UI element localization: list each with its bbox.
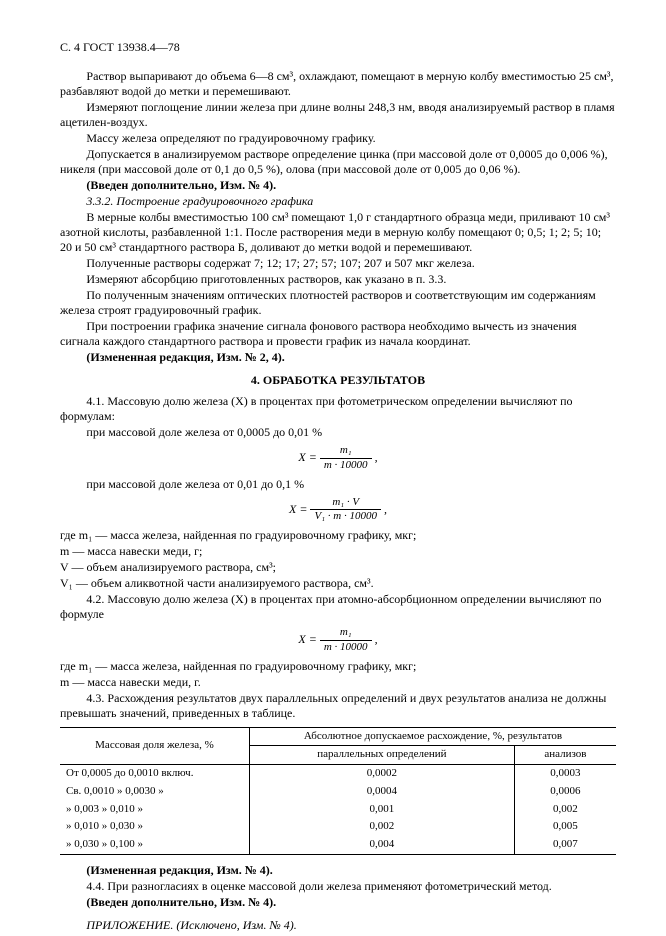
paragraph: Массу железа определяют по градуировочно…: [60, 131, 616, 146]
col-subheader-analysis: анализов: [514, 746, 616, 765]
paragraph: При построении графика значение сигнала …: [60, 319, 616, 349]
denominator: m · 10000: [320, 459, 372, 473]
cell-range: » 0,010 » 0,030 »: [60, 818, 249, 836]
paragraph: (Введен дополнительно, Изм. № 4).: [60, 895, 616, 910]
paragraph: Измеряют абсорбцию приготовленных раство…: [60, 272, 616, 287]
where-line: m — масса навески меди, г.: [60, 675, 616, 690]
where-block-1: где m₁ — масса железа, найденная по град…: [60, 528, 616, 591]
numerator: m₁ · V: [310, 496, 381, 511]
paragraph: при массовой доле железа от 0,0005 до 0,…: [60, 425, 616, 440]
paragraph: В мерные колбы вместимостью 100 см³ поме…: [60, 210, 616, 255]
cell-parallel: 0,0002: [249, 765, 514, 783]
table-row: От 0,0005 до 0,0010 включ. 0,0002 0,0003: [60, 765, 616, 783]
appendix-note: ПРИЛОЖЕНИЕ. (Исключено, Изм. № 4).: [60, 918, 616, 933]
paragraph: 4.3. Расхождения результатов двух паралл…: [60, 691, 616, 721]
fraction: m₁ m · 10000: [320, 626, 372, 655]
formula-1: X = m₁ m · 10000 ,: [60, 444, 616, 473]
where-line: V — объем анализируемого раствора, см³;: [60, 560, 616, 575]
paragraph: (Измененная редакция, Изм. № 4).: [60, 863, 616, 878]
where-line: V₁ — объем аликвотной части анализируемо…: [60, 576, 616, 591]
table-body: От 0,0005 до 0,0010 включ. 0,0002 0,0003…: [60, 765, 616, 855]
paragraph: 4.1. Массовую долю железа (X) в процента…: [60, 394, 616, 424]
cell-parallel: 0,001: [249, 801, 514, 819]
numerator: m₁: [320, 626, 372, 641]
cell-parallel: 0,0004: [249, 783, 514, 801]
cell-analysis: 0,0003: [514, 765, 616, 783]
formula-lhs: X =: [289, 502, 307, 516]
col-header-range: Массовая доля железа, %: [60, 727, 249, 765]
cell-analysis: 0,005: [514, 818, 616, 836]
cell-analysis: 0,002: [514, 801, 616, 819]
formula-3: X = m₁ m · 10000 ,: [60, 626, 616, 655]
cell-analysis: 0,0006: [514, 783, 616, 801]
cell-parallel: 0,002: [249, 818, 514, 836]
cell-range: » 0,030 » 0,100 »: [60, 836, 249, 854]
formula-lhs: X =: [298, 450, 316, 464]
formula-tail: ,: [372, 632, 378, 646]
paragraph: (Измененная редакция, Изм. № 2, 4).: [60, 350, 616, 365]
paragraph: По полученным значениям оптических плотн…: [60, 288, 616, 318]
denominator: m · 10000: [320, 641, 372, 655]
paragraph: 4.2. Массовую долю железа (X) в процента…: [60, 592, 616, 622]
table-head: Массовая доля железа, % Абсолютное допус…: [60, 727, 616, 765]
where-block-2: где m₁ — масса железа, найденная по град…: [60, 659, 616, 690]
cell-range: » 0,003 » 0,010 »: [60, 801, 249, 819]
table-row: » 0,003 » 0,010 » 0,001 0,002: [60, 801, 616, 819]
cell-range: От 0,0005 до 0,0010 включ.: [60, 765, 249, 783]
col-header-diff: Абсолютное допускаемое расхождение, %, р…: [249, 727, 616, 746]
formula-2: X = m₁ · V V₁ · m · 10000 ,: [60, 496, 616, 525]
section-title: 4. ОБРАБОТКА РЕЗУЛЬТАТОВ: [60, 373, 616, 388]
table-row: » 0,030 » 0,100 » 0,004 0,007: [60, 836, 616, 854]
paragraph: Допускается в анализируемом растворе опр…: [60, 147, 616, 177]
paragraph: Раствор выпаривают до объема 6—8 см³, ох…: [60, 69, 616, 99]
where-line: где m₁ — масса железа, найденная по град…: [60, 659, 616, 674]
table-row: » 0,010 » 0,030 » 0,002 0,005: [60, 818, 616, 836]
where-line: m — масса навески меди, г;: [60, 544, 616, 559]
table-row: Св. 0,0010 » 0,0030 » 0,0004 0,0006: [60, 783, 616, 801]
paragraph: Измеряют поглощение линии железа при дли…: [60, 100, 616, 130]
cell-range: Св. 0,0010 » 0,0030 »: [60, 783, 249, 801]
cell-analysis: 0,007: [514, 836, 616, 854]
numerator: m₁: [320, 444, 372, 459]
subheading: 3.3.2. Построение градуировочного график…: [60, 194, 616, 209]
page: С. 4 ГОСТ 13938.4—78 Раствор выпаривают …: [0, 0, 666, 936]
formula-lhs: X =: [298, 632, 316, 646]
paragraph: (Введен дополнительно, Изм. № 4).: [60, 178, 616, 193]
cell-parallel: 0,004: [249, 836, 514, 854]
page-header: С. 4 ГОСТ 13938.4—78: [60, 40, 616, 55]
results-table: Массовая доля железа, % Абсолютное допус…: [60, 727, 616, 855]
paragraph: при массовой доле железа от 0,01 до 0,1 …: [60, 477, 616, 492]
col-subheader-parallel: параллельных определений: [249, 746, 514, 765]
where-line: где m₁ — масса железа, найденная по град…: [60, 528, 616, 543]
paragraph: Полученные растворы содержат 7; 12; 17; …: [60, 256, 616, 271]
fraction: m₁ · V V₁ · m · 10000: [310, 496, 381, 525]
formula-tail: ,: [381, 502, 387, 516]
fraction: m₁ m · 10000: [320, 444, 372, 473]
formula-tail: ,: [372, 450, 378, 464]
paragraph: 4.4. При разногласиях в оценке массовой …: [60, 879, 616, 894]
denominator: V₁ · m · 10000: [310, 510, 381, 524]
